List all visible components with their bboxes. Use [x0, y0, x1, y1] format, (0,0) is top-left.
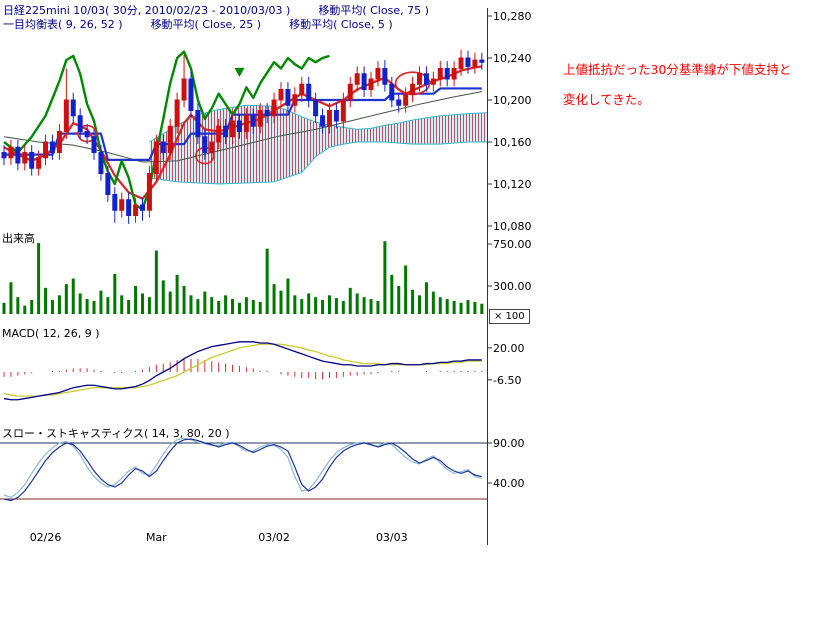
macd-signal-line: [3, 343, 482, 397]
stoch-k-line: [3, 437, 482, 499]
instrument-title: 日経225mini 10/03( 30分, 2010/02/23 - 2010/…: [3, 4, 291, 17]
y-tick-label: 10,280: [493, 10, 532, 23]
stochastics-pane: [0, 437, 487, 502]
annotation-line-1: 上値抵抗だった30分基準線が下値支持と: [563, 62, 792, 77]
senkou-span-b: [149, 141, 487, 185]
series-ma-thin: [3, 91, 482, 163]
y-tick-label: 300.00: [493, 280, 532, 293]
y-tick-label: 40.00: [493, 477, 525, 490]
legend-ichimoku: 一目均衡表( 9, 26, 52 ): [3, 18, 123, 31]
y-axis: 10,280 10,240 10,200 10,160 10,120 10,080 750.…: [487, 8, 532, 545]
annotation-line-2: 変化してきた。: [563, 92, 650, 107]
x-tick-label: 03/03: [376, 531, 408, 544]
y-tick-label: -6.50: [493, 374, 521, 387]
y-tick-label: 10,080: [493, 220, 532, 233]
y-tick-label: 750.00: [493, 238, 532, 251]
volume-unit-box: × 100: [489, 309, 530, 324]
y-tick-label: 10,240: [493, 52, 532, 65]
legend-ma75: 移動平均( Close, 75 ): [318, 4, 429, 17]
down-arrow-marker: [234, 67, 245, 77]
x-axis: 02/26 Mar 03/02 03/03: [30, 531, 408, 544]
y-tick-label: 10,120: [493, 178, 532, 191]
x-tick-label: Mar: [146, 531, 167, 544]
macd-pane: [3, 341, 483, 401]
chart-header-line1: 日経225mini 10/03( 30分, 2010/02/23 - 2010/…: [3, 2, 457, 18]
candlestick-series: [1, 49, 485, 224]
x-tick-label: 02/26: [30, 531, 62, 544]
stochastics-pane-label: スロー・ストキャスティクス( 14, 3, 80, 20 ): [2, 427, 230, 440]
y-tick-label: 10,200: [493, 94, 532, 107]
y-tick-label: 10,160: [493, 136, 532, 149]
x-tick-label: 03/02: [258, 531, 290, 544]
y-tick-label: 90.00: [493, 437, 525, 450]
chart-header-line2: 一目均衡表( 9, 26, 52 ) 移動平均( Close, 25 ) 移動平均(…: [3, 16, 421, 32]
macd-pane-label: MACD( 12, 26, 9 ): [2, 327, 100, 340]
y-tick-label: 20.00: [493, 342, 525, 355]
series-lagging-span-green: [3, 50, 330, 211]
macd-line: [3, 341, 482, 401]
legend-ma25: 移動平均( Close, 25 ): [150, 18, 262, 31]
legend-ma5: 移動平均( Close, 5 ): [289, 18, 393, 31]
stoch-d-line: [3, 438, 482, 502]
volume-pane: [2, 241, 484, 314]
annotation-note: 上値抵抗だった30分基準線が下値支持と 変化してきた。: [563, 55, 791, 115]
volume-pane-label: 出来高: [2, 232, 35, 245]
